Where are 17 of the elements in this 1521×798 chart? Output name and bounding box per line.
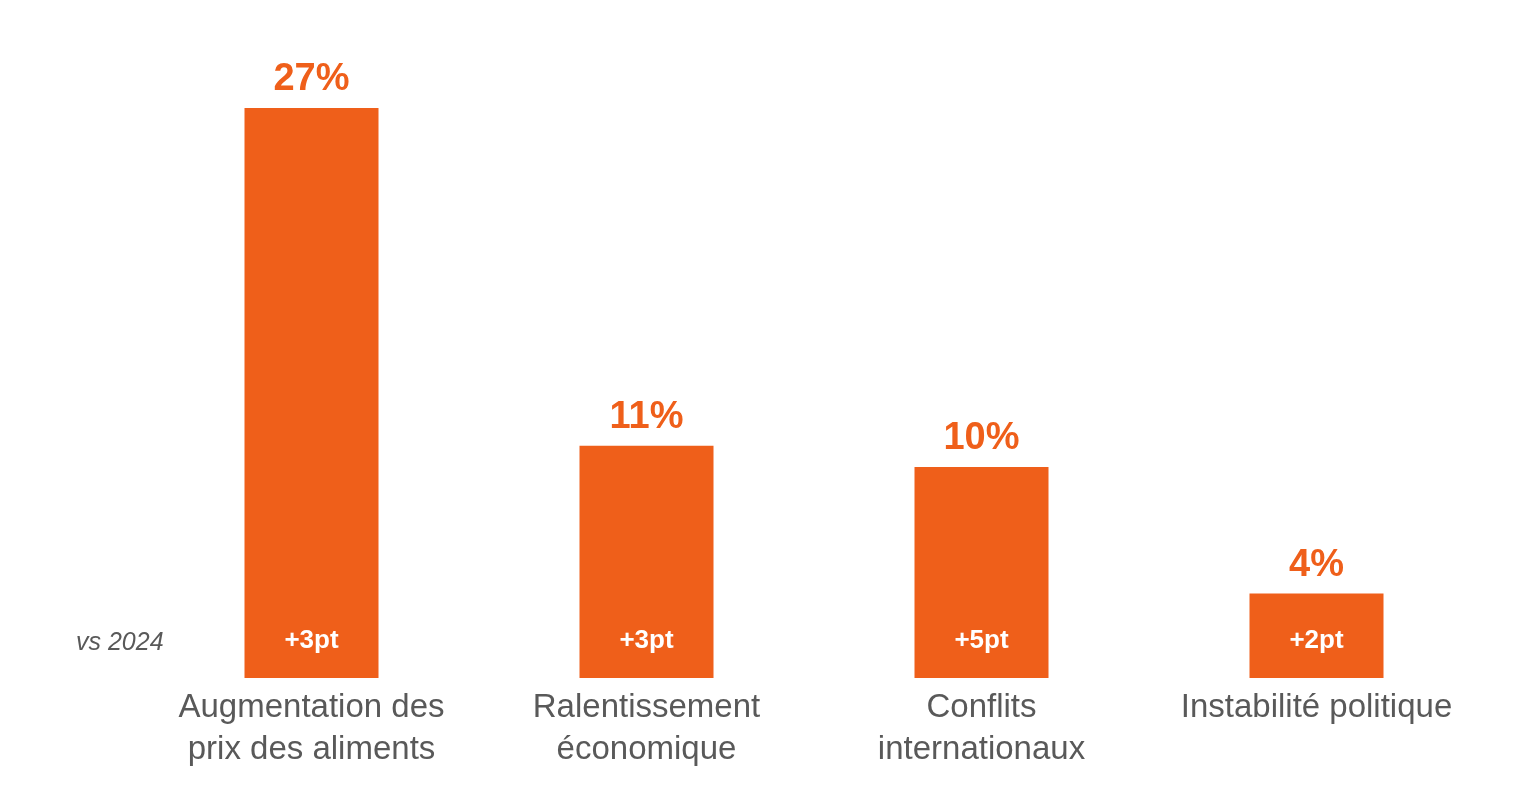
bar <box>914 466 1049 678</box>
annotation: +3pt <box>619 624 674 654</box>
data-label: 27% <box>273 56 350 98</box>
annotation: +5pt <box>954 624 1009 654</box>
x-tick-label: Instabilité politique <box>1180 686 1453 724</box>
data-label: 10% <box>943 414 1020 457</box>
annotation: +2pt <box>1289 624 1344 654</box>
x-tick-label: Augmentation des prix des aliments <box>178 686 445 766</box>
annotation: vs 2024 <box>76 627 164 655</box>
data-label: 4% <box>1289 541 1344 584</box>
data-label: 11% <box>609 393 684 436</box>
annotation: +3pt <box>284 624 339 654</box>
bar <box>244 108 379 678</box>
x-tick-label: Conflits internationaux <box>877 686 1086 766</box>
x-tick-label: Ralentissement économique <box>532 686 761 766</box>
bar <box>1249 593 1384 678</box>
bar <box>579 445 714 678</box>
